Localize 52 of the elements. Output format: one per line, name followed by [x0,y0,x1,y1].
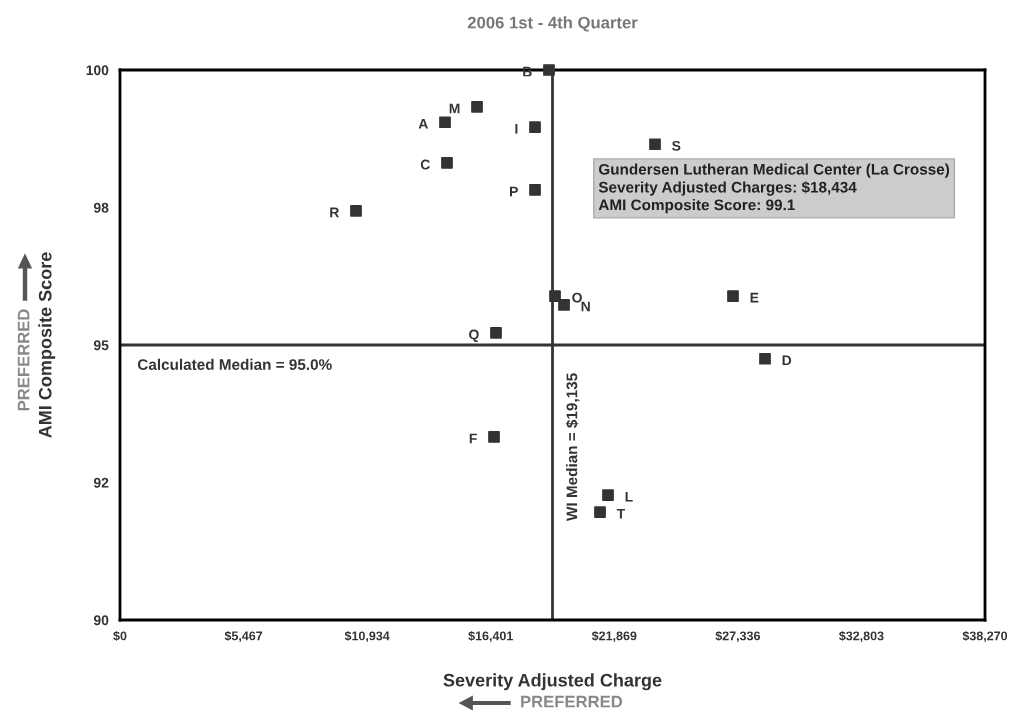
annotation: Gundersen Lutheran Medical Center (La Crosse) Severity Adjusted Charges: $18,434 AMI Composite Score: 99.1 [598,163,950,214]
x-tick-label: $27,336 [715,630,761,643]
point [759,352,771,365]
x-tick-label: $0 [113,630,127,642]
ref-line-label: WI Median = $19,135 [565,373,580,521]
y-tick-label: 95 [93,340,109,351]
text: PREFERRED [521,695,623,708]
point [649,138,661,151]
annotation: P [510,186,518,197]
x-tick-label: $5,467 [224,630,263,643]
point [594,506,606,519]
point [488,431,500,443]
point [602,489,614,501]
y-tick-label: 90 [93,615,109,626]
ref-line-label: Calculated Median = 95.0% [137,358,332,370]
point [727,290,739,302]
point [543,64,555,76]
annotation: F [469,433,477,444]
point [549,290,561,302]
annotation: D [782,355,792,366]
x-tick-label: $38,270 [962,630,1008,643]
point [529,121,541,134]
point [558,299,570,311]
x-tick-label: $32,803 [839,630,884,643]
annotation: A [418,119,428,129]
annotation: L [625,491,633,502]
point [529,184,541,196]
point [350,204,362,217]
y-axis-title: AMI Composite Score [38,252,56,438]
point [439,116,451,129]
annotation: T [616,509,626,519]
y-tick-label: 98 [93,202,109,213]
text: PREFERRED [17,309,30,411]
annotation: O [572,292,582,303]
x-tick-label: $16,401 [468,630,513,643]
annotation: E [750,292,759,303]
x-tick-label: $21,869 [591,630,637,643]
annotation: M [449,103,460,114]
annotation: Q [469,329,479,342]
chart-title: 2006 1st - 4th Quarter [467,16,638,32]
annotation: N [581,301,590,312]
x-axis-title: Severity Adjusted Charge [443,673,662,691]
annotation: S [672,140,681,151]
annotation: C [420,159,430,170]
point [471,101,483,113]
annotation: R [330,207,340,218]
x-tick-label: $10,934 [344,630,390,643]
annotation: I [515,124,518,134]
y-tick-label: 92 [93,477,109,488]
y-tick-label: 100 [86,65,109,76]
point [490,327,502,339]
point [441,157,453,169]
